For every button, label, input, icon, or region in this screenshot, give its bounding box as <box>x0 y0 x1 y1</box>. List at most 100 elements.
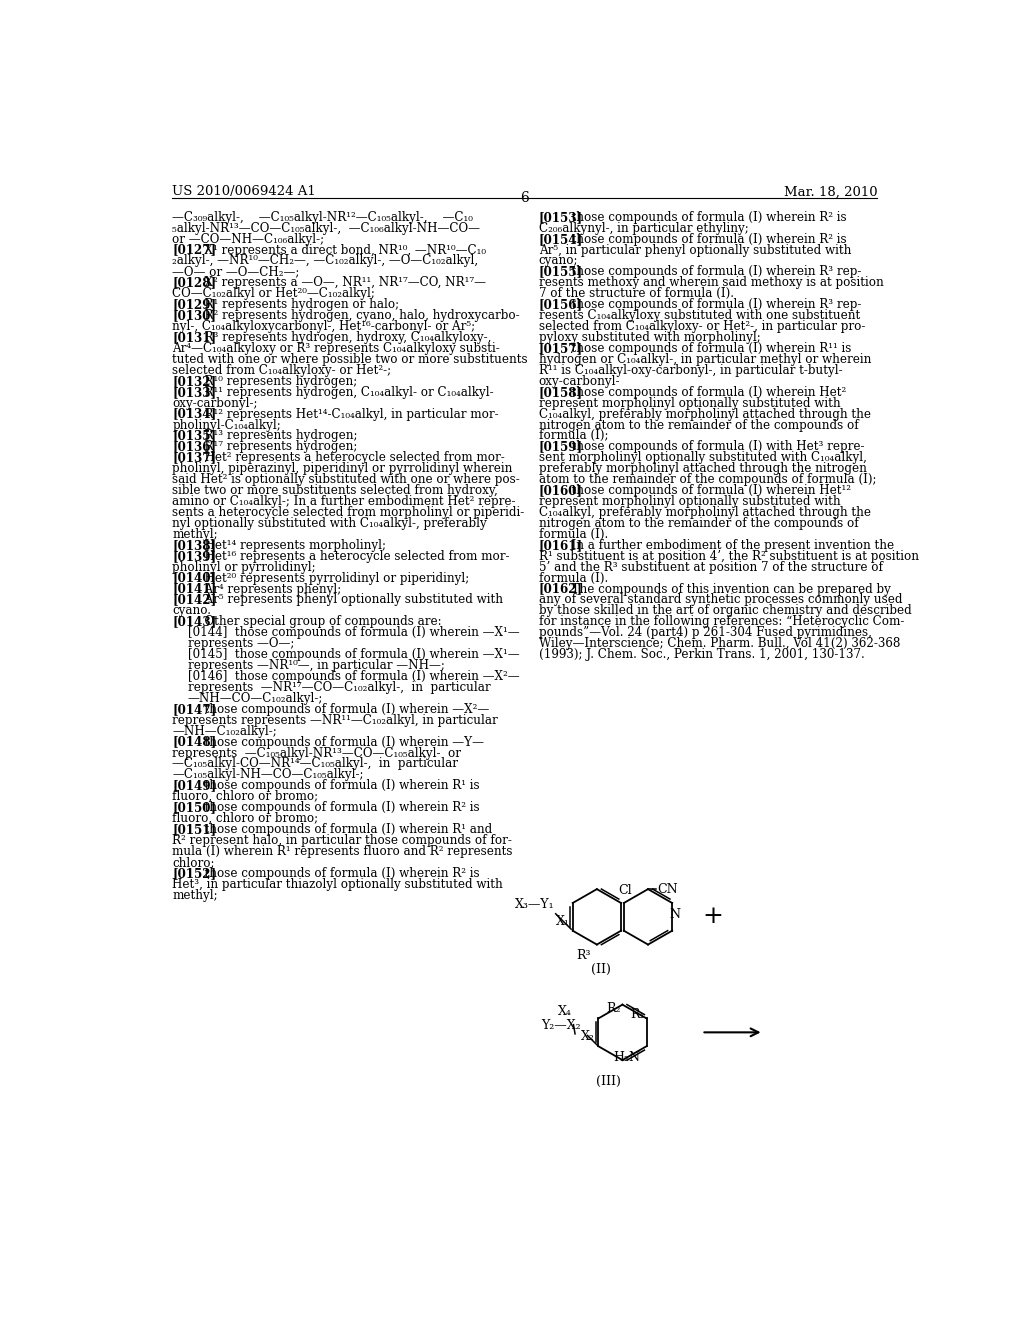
Text: Het¹⁴ represents morpholinyl;: Het¹⁴ represents morpholinyl; <box>197 539 386 552</box>
Text: [0146]  those compounds of formula (I) wherein —X²—: [0146] those compounds of formula (I) wh… <box>187 671 519 682</box>
Text: cyano;: cyano; <box>539 255 579 268</box>
Text: hydrogen or C₁₀₄alkyl-, in particular methyl or wherein: hydrogen or C₁₀₄alkyl-, in particular me… <box>539 352 871 366</box>
Text: those compounds of formula (I) wherein Het¹²: those compounds of formula (I) wherein H… <box>563 484 851 498</box>
Text: those compounds of formula (I) wherein R¹¹ is: those compounds of formula (I) wherein R… <box>563 342 851 355</box>
Text: [0141]: [0141] <box>172 582 216 595</box>
Text: [0127]: [0127] <box>172 244 216 256</box>
Text: [0131]: [0131] <box>172 331 216 345</box>
Text: those compounds of formula (I) wherein R² is: those compounds of formula (I) wherein R… <box>563 232 846 246</box>
Text: selected from C₁₀₄alkyloxy- or Het²-;: selected from C₁₀₄alkyloxy- or Het²-; <box>172 364 391 376</box>
Text: [0156]: [0156] <box>539 298 583 312</box>
Text: [0130]: [0130] <box>172 309 216 322</box>
Text: [0153]: [0153] <box>539 211 583 224</box>
Text: Het²⁰ represents pyrrolidinyl or piperidinyl;: Het²⁰ represents pyrrolidinyl or piperid… <box>197 572 469 585</box>
Text: (III): (III) <box>596 1074 621 1088</box>
Text: Het³, in particular thiazolyl optionally substituted with: Het³, in particular thiazolyl optionally… <box>172 878 503 891</box>
Text: sible two or more substituents selected from hydroxy,: sible two or more substituents selected … <box>172 484 498 498</box>
Text: R¹ substituent is at position 4’, the R² substituent is at position: R¹ substituent is at position 4’, the R²… <box>539 549 919 562</box>
Text: —C₁₀₅alkyl-NH—CO—C₁₀₅alkyl-;: —C₁₀₅alkyl-NH—CO—C₁₀₅alkyl-; <box>172 768 364 781</box>
Text: those compounds of formula (I) with Het³ repre-: those compounds of formula (I) with Het³… <box>563 441 864 453</box>
Text: [0143]: [0143] <box>172 615 216 628</box>
Text: [0154]: [0154] <box>539 232 583 246</box>
Text: atom to the remainder of the compounds of formula (I);: atom to the remainder of the compounds o… <box>539 473 877 486</box>
Text: tuted with one or where possible two or more substituents: tuted with one or where possible two or … <box>172 352 527 366</box>
Text: [0135]: [0135] <box>172 429 216 442</box>
Text: N: N <box>670 908 681 920</box>
Text: [0134]: [0134] <box>172 408 216 421</box>
Text: —C₁₀₅alkyl-CO—NR¹⁴—C₁₀₅alkyl-,  in  particular: —C₁₀₅alkyl-CO—NR¹⁴—C₁₀₅alkyl-, in partic… <box>172 758 458 771</box>
Text: R² represent halo, in particular those compounds of for-: R² represent halo, in particular those c… <box>172 834 512 847</box>
Text: those compounds of formula (I) wherein R² is: those compounds of formula (I) wherein R… <box>563 211 846 224</box>
Text: Other special group of compounds are:: Other special group of compounds are: <box>197 615 441 628</box>
Text: [0161]: [0161] <box>539 539 583 552</box>
Text: represents represents —NR¹¹—C₁₀₂alkyl, in particular: represents represents —NR¹¹—C₁₀₂alkyl, i… <box>172 714 498 727</box>
Text: those compounds of formula (I) wherein R² is: those compounds of formula (I) wherein R… <box>197 801 479 814</box>
Text: represents  —NR¹⁷—CO—C₁₀₂alkyl-,  in  particular: represents —NR¹⁷—CO—C₁₀₂alkyl-, in parti… <box>187 681 490 694</box>
Text: chloro;: chloro; <box>172 855 215 869</box>
Text: resents methoxy and wherein said methoxy is at position: resents methoxy and wherein said methoxy… <box>539 276 884 289</box>
Text: R₁: R₁ <box>630 1007 645 1020</box>
Text: for instance in the following references: “Heterocyclic Com-: for instance in the following references… <box>539 615 904 628</box>
Text: by those skilled in the art of organic chemistry and described: by those skilled in the art of organic c… <box>539 605 911 618</box>
Text: Het¹⁶ represents a heterocycle selected from mor-: Het¹⁶ represents a heterocycle selected … <box>197 549 510 562</box>
Text: —C₃₀₉alkyl-,    —C₁₀₅alkyl-NR¹²—C₁₀₅alkyl-,    —C₁₀: —C₃₀₉alkyl-, —C₁₀₅alkyl-NR¹²—C₁₀₅alkyl-,… <box>172 211 473 224</box>
Text: those compounds of formula (I) wherein R¹ and: those compounds of formula (I) wherein R… <box>197 824 493 836</box>
Text: R³: R³ <box>577 949 591 962</box>
Text: [0150]: [0150] <box>172 801 216 814</box>
Text: [0145]  those compounds of formula (I) wherein —X¹—: [0145] those compounds of formula (I) wh… <box>187 648 519 661</box>
Text: 5’ and the R³ substituent at position 7 of the structure of: 5’ and the R³ substituent at position 7 … <box>539 561 883 574</box>
Text: those compounds of formula (I) wherein —Y—: those compounds of formula (I) wherein —… <box>197 735 484 748</box>
Text: —NH—CO—C₁₀₂alkyl-;: —NH—CO—C₁₀₂alkyl-; <box>187 692 323 705</box>
Text: [0147]: [0147] <box>172 702 216 715</box>
Text: [0138]: [0138] <box>172 539 216 552</box>
Text: formula (I).: formula (I). <box>539 572 608 585</box>
Text: [0148]: [0148] <box>172 735 216 748</box>
Text: pyloxy substituted with morpholinyl;: pyloxy substituted with morpholinyl; <box>539 331 761 345</box>
Text: methyl;: methyl; <box>172 888 218 902</box>
Text: X₃—Y₁: X₃—Y₁ <box>514 898 554 911</box>
Text: fluoro, chloro or bromo;: fluoro, chloro or bromo; <box>172 791 318 804</box>
Text: [0159]: [0159] <box>539 441 583 453</box>
Text: [0144]  those compounds of formula (I) wherein —X¹—: [0144] those compounds of formula (I) wh… <box>187 626 519 639</box>
Text: (II): (II) <box>591 964 610 975</box>
Text: C₁₀₄alkyl, preferably morpholinyl attached through the: C₁₀₄alkyl, preferably morpholinyl attach… <box>539 408 870 421</box>
Text: R¹¹ is C₁₀₄alkyl-oxy-carbonyl-, in particular t-butyl-: R¹¹ is C₁₀₄alkyl-oxy-carbonyl-, in parti… <box>539 364 843 376</box>
Text: [0129]: [0129] <box>172 298 216 312</box>
Text: Ar⁵, in particular phenyl optionally substituted with: Ar⁵, in particular phenyl optionally sub… <box>539 244 851 256</box>
Text: R₂: R₂ <box>606 1002 621 1015</box>
Text: R¹³ represents hydrogen;: R¹³ represents hydrogen; <box>197 429 357 442</box>
Text: oxy-carbonyl-: oxy-carbonyl- <box>539 375 621 388</box>
Text: In a further embodiment of the present invention the: In a further embodiment of the present i… <box>563 539 894 552</box>
Text: represents —NR¹⁰—, in particular —NH—;: represents —NR¹⁰—, in particular —NH—; <box>187 659 444 672</box>
Text: nyl-, C₁₀₄alkyloxycarbonyl-, Het¹⁶-carbonyl- or Ar⁵;: nyl-, C₁₀₄alkyloxycarbonyl-, Het¹⁶-carbo… <box>172 321 475 333</box>
Text: Cl: Cl <box>618 884 632 896</box>
Text: 6: 6 <box>520 191 529 205</box>
Text: sent morpholinyl optionally substituted with C₁₀₄alkyl,: sent morpholinyl optionally substituted … <box>539 451 866 465</box>
Text: [0139]: [0139] <box>172 549 216 562</box>
Text: [0132]: [0132] <box>172 375 216 388</box>
Text: [0140]: [0140] <box>172 572 216 585</box>
Text: represent morpholinyl optionally substituted with: represent morpholinyl optionally substit… <box>539 495 841 508</box>
Text: said Het² is optionally substituted with one or where pos-: said Het² is optionally substituted with… <box>172 473 520 486</box>
Text: C₁₀₄alkyl, preferably morpholinyl attached through the: C₁₀₄alkyl, preferably morpholinyl attach… <box>539 506 870 519</box>
Text: C₂₀₆alkynyl-, in particular ethyliny;: C₂₀₆alkynyl-, in particular ethyliny; <box>539 222 749 235</box>
Text: H₂N: H₂N <box>613 1051 640 1064</box>
Text: pholinyl or pyrrolidinyl;: pholinyl or pyrrolidinyl; <box>172 561 315 574</box>
Text: +: + <box>702 906 724 928</box>
Text: Ar⁴ represents phenyl;: Ar⁴ represents phenyl; <box>197 582 341 595</box>
Text: The compounds of this invention can be prepared by: The compounds of this invention can be p… <box>563 582 891 595</box>
Text: those compounds of formula (I) wherein Het²: those compounds of formula (I) wherein H… <box>563 385 846 399</box>
Text: [0128]: [0128] <box>172 276 216 289</box>
Text: amino or C₁₀₄alkyl-; In a further embodiment Het² repre-: amino or C₁₀₄alkyl-; In a further embodi… <box>172 495 516 508</box>
Text: methyl;: methyl; <box>172 528 218 541</box>
Text: cyano.: cyano. <box>172 605 211 618</box>
Text: those compounds of formula (I) wherein R² is: those compounds of formula (I) wherein R… <box>197 867 479 880</box>
Text: represents —O—;: represents —O—; <box>187 638 294 651</box>
Text: formula (I);: formula (I); <box>539 429 608 442</box>
Text: [0142]: [0142] <box>172 594 216 606</box>
Text: R² represents hydrogen, cyano, halo, hydroxycarbo-: R² represents hydrogen, cyano, halo, hyd… <box>197 309 519 322</box>
Text: pholinyl, piperazinyl, piperidinyl or pyrrolidinyl wherein: pholinyl, piperazinyl, piperidinyl or py… <box>172 462 513 475</box>
Text: R¹⁰ represents hydrogen;: R¹⁰ represents hydrogen; <box>197 375 357 388</box>
Text: ₅alkyl-NR¹³—CO—C₁₀₅alkyl-,  —C₁₀₆alkyl-NH—CO—: ₅alkyl-NR¹³—CO—C₁₀₅alkyl-, —C₁₀₆alkyl-NH… <box>172 222 480 235</box>
Text: X₁: X₁ <box>556 915 569 928</box>
